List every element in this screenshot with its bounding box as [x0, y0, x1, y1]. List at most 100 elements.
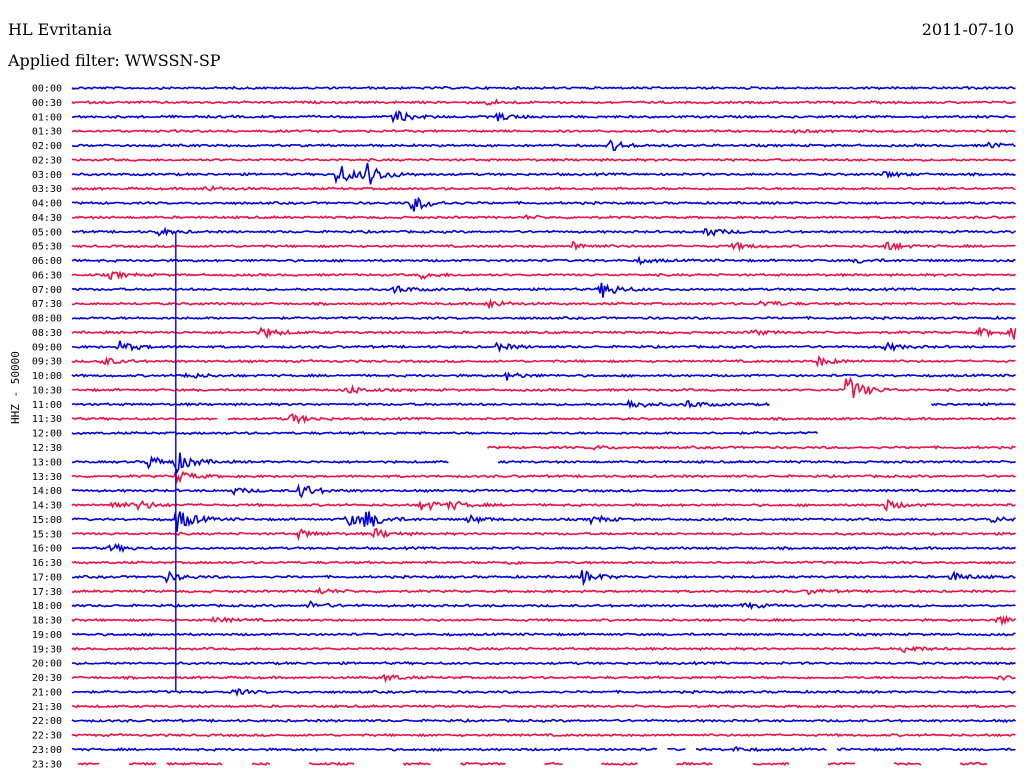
- trace-0930: [71, 354, 1016, 368]
- trace-1630: [71, 560, 1016, 566]
- trace-0430: [71, 214, 1016, 221]
- time-label-1530: 15:30: [32, 529, 62, 540]
- trace-0330: [71, 184, 1016, 192]
- trace-1300: [71, 452, 1016, 475]
- trace-0400: [71, 196, 1016, 212]
- time-label-1100: 11:00: [32, 400, 62, 411]
- time-label-2100: 21:00: [32, 687, 62, 698]
- time-label-1230: 12:30: [32, 443, 62, 454]
- time-label-2330: 23:30: [32, 759, 62, 770]
- trace-1200: [71, 430, 819, 436]
- time-label-0330: 03:30: [32, 184, 62, 195]
- trace-0700: [71, 282, 1016, 298]
- time-label-0730: 07:30: [32, 299, 62, 310]
- time-label-1700: 17:00: [32, 572, 62, 583]
- time-label-0400: 04:00: [32, 199, 62, 210]
- time-label-0430: 04:30: [32, 213, 62, 224]
- filter-line: Applied filter: WWSSN-SP: [8, 51, 221, 70]
- trace-1800: [71, 600, 1016, 611]
- time-label-2130: 21:30: [32, 702, 62, 713]
- time-label-0130: 01:30: [32, 127, 62, 138]
- trace-2300: [71, 746, 1016, 753]
- trace-0300: [71, 162, 1016, 185]
- time-label-1000: 10:00: [32, 371, 62, 382]
- time-label-1630: 16:30: [32, 558, 62, 569]
- time-label-0900: 09:00: [32, 342, 62, 353]
- trace-0100: [71, 110, 1016, 124]
- time-label-1900: 19:00: [32, 630, 62, 641]
- trace-1100: [71, 398, 1016, 410]
- trace-1900: [71, 632, 1016, 637]
- time-label-1030: 10:30: [32, 385, 62, 396]
- trace-2230: [71, 732, 1016, 738]
- time-label-0600: 06:00: [32, 256, 62, 267]
- trace-1430: [71, 498, 1016, 512]
- time-label-0830: 08:30: [32, 328, 62, 339]
- time-label-1930: 19:30: [32, 644, 62, 655]
- time-label-1330: 13:30: [32, 472, 62, 483]
- trace-1000: [71, 371, 1016, 381]
- time-label-1130: 11:30: [32, 414, 62, 425]
- time-label-0530: 05:30: [32, 242, 62, 253]
- time-label-0100: 01:00: [32, 112, 62, 123]
- time-label-2030: 20:30: [32, 673, 62, 684]
- time-label-0930: 09:30: [32, 357, 62, 368]
- trace-2000: [71, 660, 1016, 666]
- trace-0230: [71, 157, 1016, 163]
- trace-0900: [71, 340, 1016, 354]
- time-label-1600: 16:00: [32, 544, 62, 555]
- trace-2030: [71, 673, 1016, 684]
- record-date: 2011-07-10: [921, 20, 1014, 39]
- trace-2200: [71, 718, 1016, 724]
- time-label-0500: 05:00: [32, 227, 62, 238]
- trace-2330: [77, 761, 988, 767]
- trace-1700: [71, 570, 1016, 587]
- trace-0800: [71, 315, 1016, 321]
- trace-0600: [71, 255, 1016, 266]
- time-label-1730: 17:30: [32, 587, 62, 598]
- time-label-1500: 15:00: [32, 515, 62, 526]
- trace-2100: [71, 688, 1016, 698]
- time-label-0630: 06:30: [32, 270, 62, 281]
- time-label-2000: 20:00: [32, 659, 62, 670]
- trace-0730: [71, 297, 1016, 310]
- time-label-0300: 03:00: [32, 170, 62, 181]
- time-label-0800: 08:00: [32, 314, 62, 325]
- time-label-1800: 18:00: [32, 601, 62, 612]
- filter-name: WWSSN-SP: [124, 51, 221, 70]
- time-label-0230: 02:30: [32, 155, 62, 166]
- trace-1530: [71, 527, 1016, 542]
- time-label-1300: 13:00: [32, 457, 62, 468]
- trace-1330: [71, 468, 1016, 484]
- trace-1500: [71, 511, 1016, 532]
- trace-1230: [486, 444, 1016, 451]
- trace-1830: [71, 614, 1017, 627]
- time-label-1430: 14:30: [32, 501, 62, 512]
- time-label-2200: 22:00: [32, 716, 62, 727]
- trace-1030: [71, 376, 1016, 398]
- time-label-1400: 14:00: [32, 486, 62, 497]
- time-label-1830: 18:30: [32, 616, 62, 627]
- trace-0530: [71, 240, 1016, 253]
- trace-0030: [71, 98, 1016, 106]
- trace-1730: [71, 586, 1016, 596]
- time-label-2230: 22:30: [32, 731, 62, 742]
- trace-1600: [71, 542, 1017, 554]
- trace-0830: [71, 326, 1017, 340]
- trace-1400: [71, 483, 1016, 499]
- trace-2130: [71, 703, 1016, 709]
- time-label-0200: 02:00: [32, 141, 62, 152]
- time-label-1200: 12:00: [32, 429, 62, 440]
- trace-0200: [71, 139, 1016, 152]
- trace-1130: [71, 413, 1016, 425]
- time-label-0700: 07:00: [32, 285, 62, 296]
- time-label-0030: 00:30: [32, 98, 62, 109]
- time-label-0000: 00:00: [32, 84, 62, 95]
- station-title: HL Evritania: [8, 20, 113, 39]
- trace-0000: [71, 85, 1016, 91]
- trace-0130: [71, 128, 1016, 134]
- trace-0630: [71, 270, 1017, 281]
- trace-0500: [71, 226, 1016, 237]
- time-label-2300: 23:00: [32, 745, 62, 756]
